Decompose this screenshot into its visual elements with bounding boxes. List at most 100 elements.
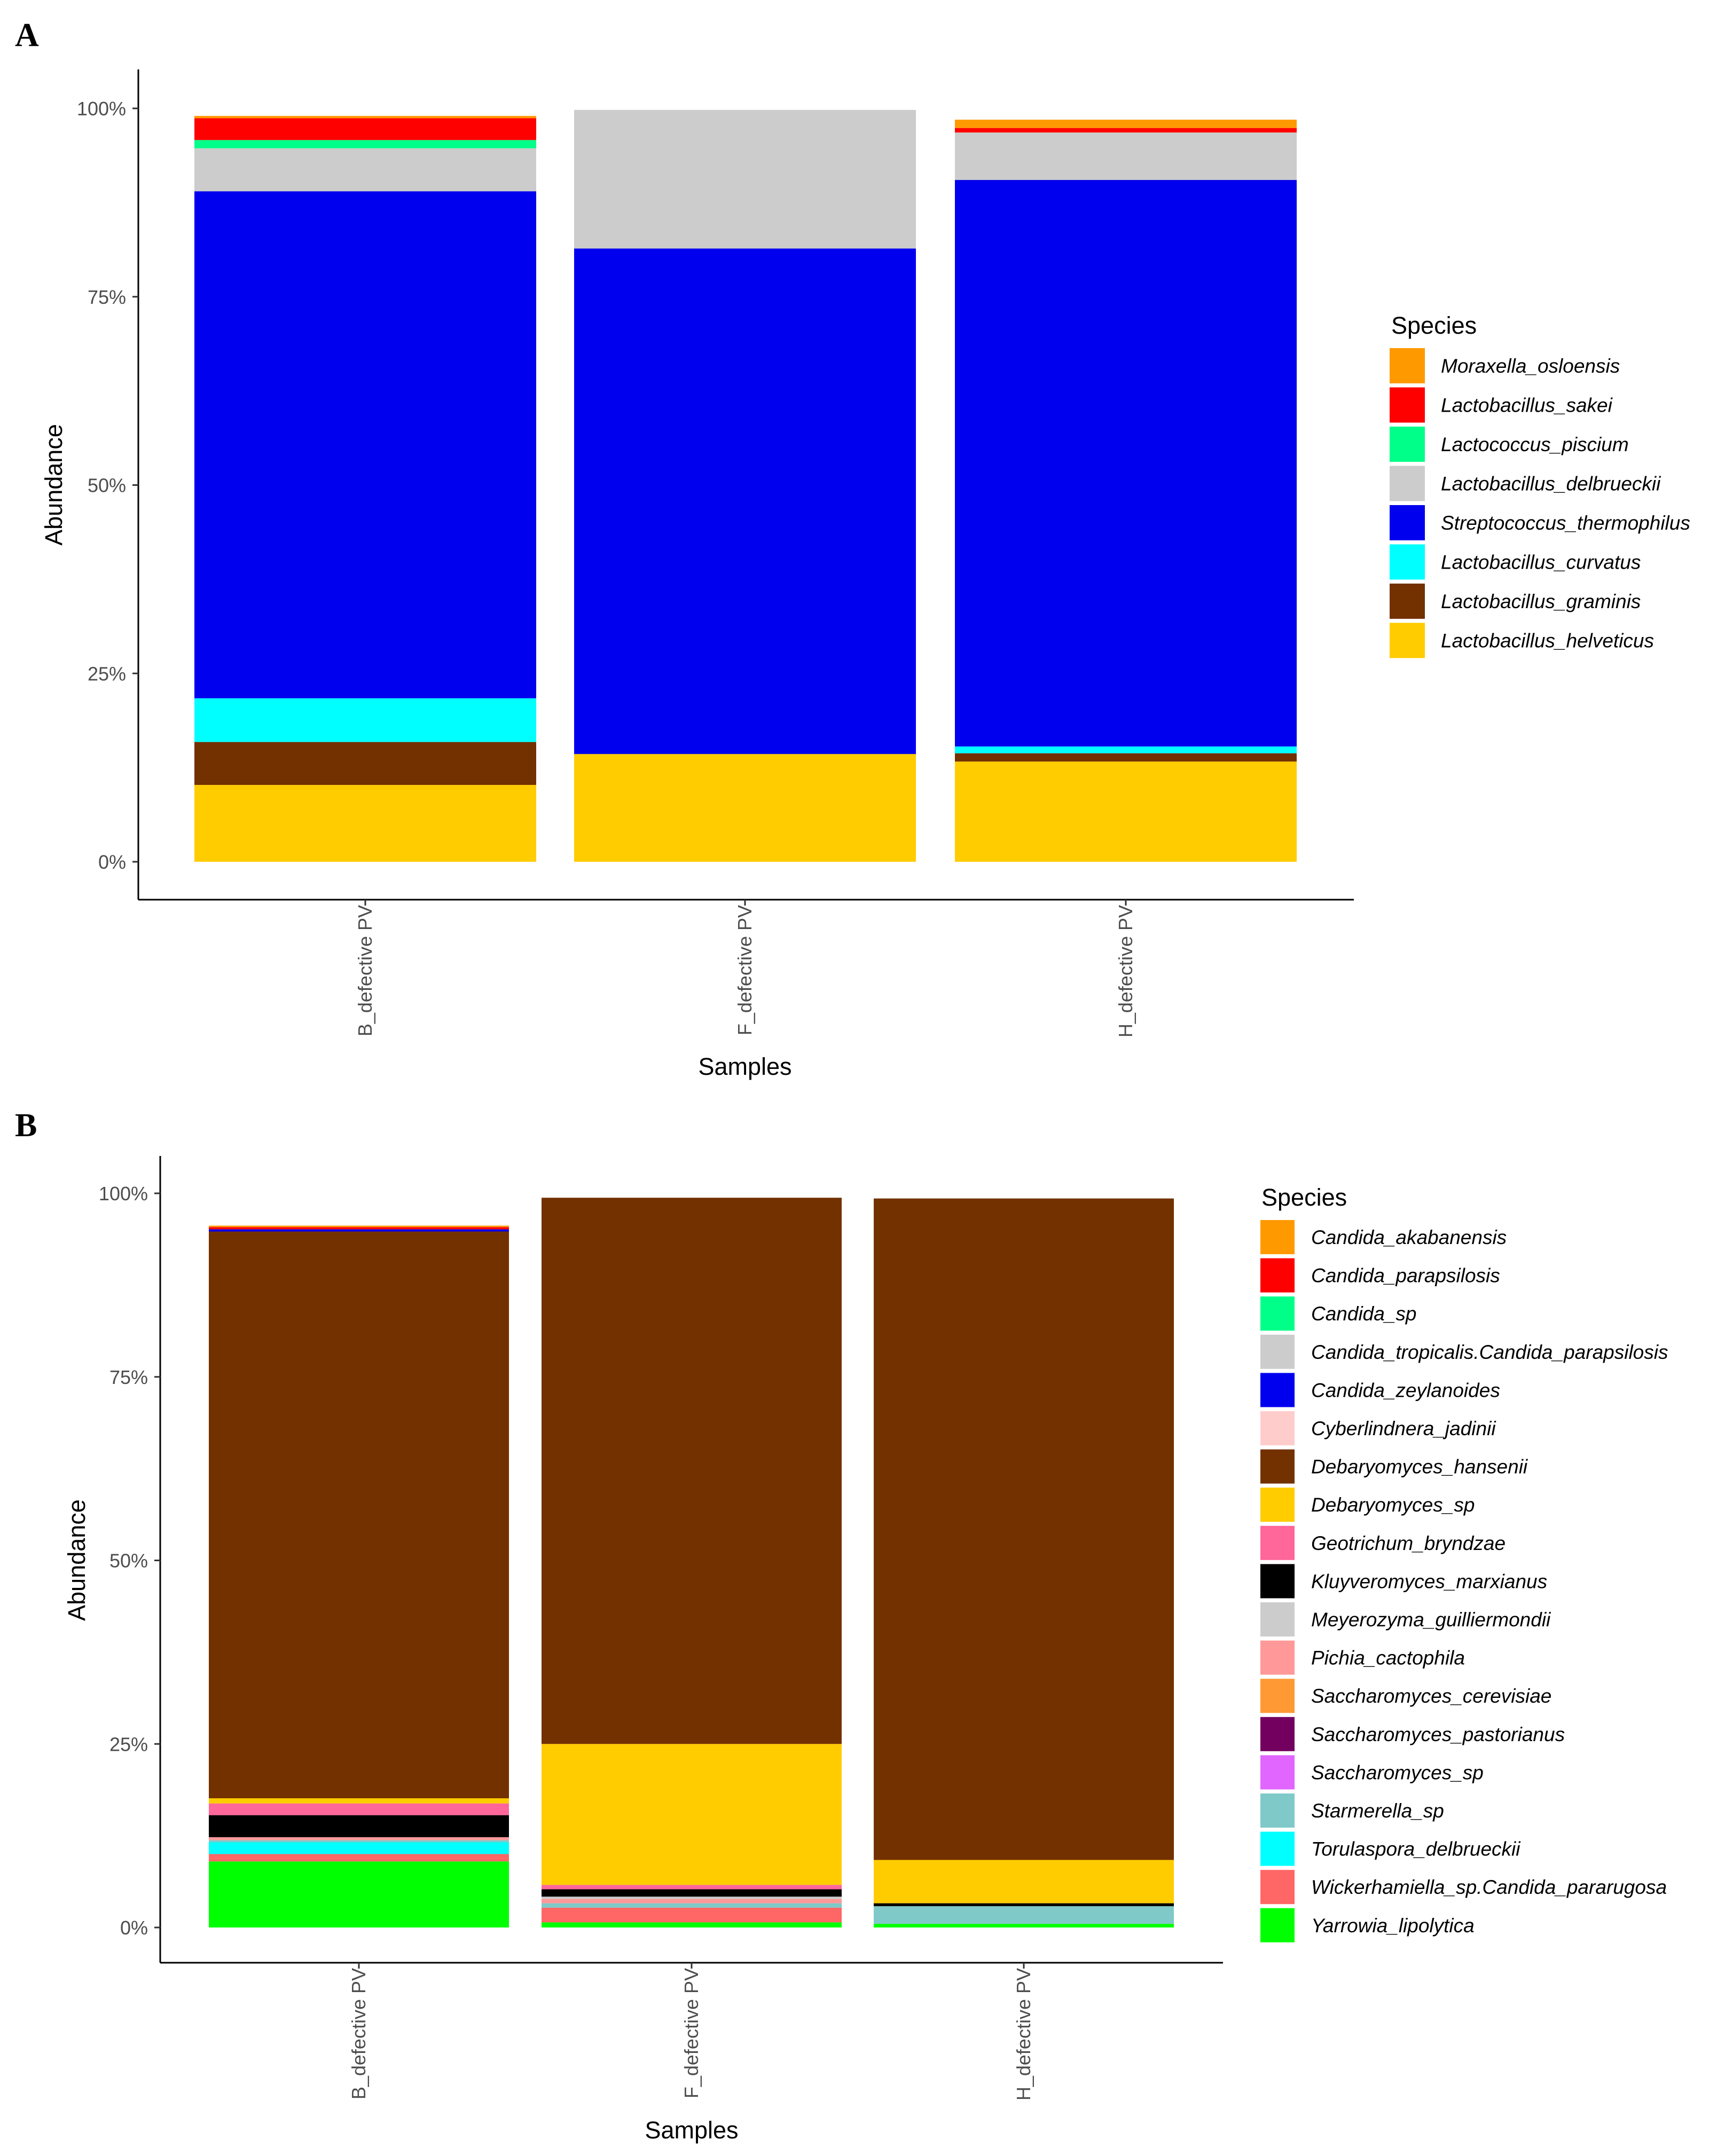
pb-legend-key-candida-zeylanoides	[1260, 1373, 1295, 1407]
pa-bar-b-defective-pv-lactobacillus-delbrueckii	[194, 148, 536, 192]
pb-legend-key-candida-tropicalis-candida-parapsilosis	[1260, 1334, 1295, 1369]
pb-legend-key-debaryomyces-hansenii	[1260, 1449, 1295, 1484]
pb-bar-h-defective-pv-kluyveromyces-marxianus	[874, 1903, 1174, 1907]
pb-bar-f-defective-pv-yarrowia-lipolytica	[542, 1922, 842, 1927]
pb-legend-key-debaryomyces-sp	[1260, 1488, 1295, 1522]
pb-legend-key-wickerhamiella-sp-candida-pararugosa	[1260, 1870, 1295, 1905]
pa-bar-b-defective-pv-lactobacillus-sakei	[194, 118, 536, 140]
pa-bar-h-defective-pv-streptococcus-thermophilus	[955, 180, 1297, 747]
pa-legend: Species Moraxella_osloensis Lactobacillus_…	[1390, 312, 1690, 658]
pb-x-tick-label: F_defective PV	[680, 1968, 702, 2098]
pb-legend-label-candida-tropicalis-candida-parapsilosis: Candida_tropicalis.Candida_parapsilosis	[1311, 1341, 1668, 1363]
pb-legend-title: Species	[1261, 1184, 1347, 1211]
pb-bar-f-defective-pv-geotrichum-bryndzae	[542, 1885, 842, 1890]
pa-bar-b-defective-pv-streptococcus-thermophilus	[194, 191, 536, 698]
pb-legend-label-starmerella-sp: Starmerella_sp	[1311, 1800, 1444, 1822]
pb-bar-b-defective-pv-candida-parapsilosis	[209, 1227, 509, 1230]
pb-legend-key-saccharomyces-pastorianus	[1260, 1717, 1295, 1751]
pb-legend-label-saccharomyces-cerevisiae: Saccharomyces_cerevisiae	[1311, 1685, 1551, 1707]
pa-bar-b-defective-pv-lactobacillus-graminis	[194, 742, 536, 785]
pb-legend-label-candida-zeylanoides: Candida_zeylanoides	[1311, 1379, 1500, 1401]
pb-bar-f-defective-pv-wickerhamiella-sp-candida-pararugosa	[542, 1907, 842, 1923]
pb-bar-b-defective-pv-debaryomyces-sp	[209, 1798, 509, 1804]
pb-bar-b-defective-pv-kluyveromyces-marxianus	[209, 1815, 509, 1837]
pa-legend-title: Species	[1391, 312, 1477, 339]
pb-bar-b-defective-pv-torulaspora-delbrueckii	[209, 1842, 509, 1854]
pb-legend-key-starmerella-sp	[1260, 1793, 1295, 1828]
pb-bar-b-defective-pv-candida-akabanensis	[209, 1225, 509, 1227]
pa-legend-label-streptococcus-thermophilus: Streptococcus_thermophilus	[1441, 512, 1690, 534]
pb-bar-f-defective-pv-debaryomyces-sp	[542, 1744, 842, 1885]
pb-bar-f-defective-pv-starmerella-sp	[542, 1903, 842, 1908]
pa-bar-h-defective-pv-lactobacillus-helveticus	[955, 761, 1297, 862]
pa-y-tick-label: 0%	[98, 851, 126, 873]
pa-legend-label-lactobacillus-graminis: Lactobacillus_graminis	[1441, 591, 1641, 612]
pb-legend-key-candida-parapsilosis	[1260, 1258, 1295, 1293]
pa-bar-b-defective-pv-lactobacillus-helveticus	[194, 785, 536, 862]
pa-y-tick-label: 25%	[88, 663, 126, 684]
pb-legend-label-candida-parapsilosis: Candida_parapsilosis	[1311, 1265, 1500, 1287]
pb-legend-key-saccharomyces-sp	[1260, 1755, 1295, 1790]
pb-legend-label-kluyveromyces-marxianus: Kluyveromyces_marxianus	[1311, 1570, 1547, 1592]
pb-bar-b-defective-pv-pichia-cactophila	[209, 1837, 509, 1840]
pb-legend: Species Candida_akabanensis Candida_paraps…	[1260, 1184, 1668, 1942]
pa-legend-label-lactococcus-piscium: Lactococcus_piscium	[1441, 434, 1629, 455]
pb-bar-f-defective-pv-pichia-cactophila	[542, 1899, 842, 1903]
pa-bar-b-defective-pv-lactococcus-piscium	[194, 140, 536, 148]
pa-legend-key-moraxella-osloensis	[1390, 348, 1425, 383]
pb-legend-key-kluyveromyces-marxianus	[1260, 1564, 1295, 1599]
pb-legend-label-saccharomyces-sp: Saccharomyces_sp	[1311, 1761, 1484, 1783]
pa-legend-label-lactobacillus-helveticus: Lactobacillus_helveticus	[1441, 630, 1654, 652]
pa-legend-key-lactococcus-piscium	[1390, 427, 1425, 462]
pa-bar-h-defective-pv-lactobacillus-delbrueckii	[955, 132, 1297, 180]
panel-b: 0% 25% 50% 75% 100% B_defective PV F_defective…	[63, 1156, 1668, 2144]
pa-bar-f-defective-pv-lactobacillus-helveticus	[574, 754, 916, 862]
pb-legend-key-meyerozyma-guilliermondii	[1260, 1602, 1295, 1636]
pb-legend-label-candida-akabanensis: Candida_akabanensis	[1311, 1226, 1507, 1248]
pa-bar-b-defective-pv-moraxella-osloensis	[194, 116, 536, 119]
pb-legend-key-candida-akabanensis	[1260, 1220, 1295, 1254]
pb-legend-label-candida-sp: Candida_sp	[1311, 1303, 1416, 1325]
pa-x-tick-label: B_defective PV	[354, 905, 376, 1036]
pb-legend-key-pichia-cactophila	[1260, 1640, 1295, 1675]
pb-bar-b-defective-pv-candida-zeylanoides	[209, 1229, 509, 1232]
pa-bar-b-defective-pv-lactobacillus-curvatus	[194, 698, 536, 742]
pb-legend-label-pichia-cactophila: Pichia_cactophila	[1311, 1647, 1465, 1669]
pa-bar-f-defective-pv-streptococcus-thermophilus	[574, 248, 916, 754]
panel-label-a: A	[15, 17, 39, 53]
pa-legend-key-lactobacillus-delbrueckii	[1390, 466, 1425, 501]
pb-bar-b-defective-pv-starmerella-sp	[209, 1840, 509, 1843]
pb-legend-label-debaryomyces-sp: Debaryomyces_sp	[1311, 1494, 1475, 1516]
pb-bar-h-defective-pv-yarrowia-lipolytica	[874, 1924, 1174, 1927]
pa-x-axis-title: Samples	[698, 1053, 791, 1080]
pb-legend-key-geotrichum-bryndzae	[1260, 1525, 1295, 1560]
pb-bar-f-defective-pv-debaryomyces-hansenii	[542, 1198, 842, 1744]
pb-y-tick-label: 0%	[120, 1917, 148, 1939]
pa-legend-key-lactobacillus-curvatus	[1390, 544, 1425, 580]
pa-legend-label-lactobacillus-curvatus: Lactobacillus_curvatus	[1441, 552, 1641, 573]
pa-y-tick-label: 100%	[77, 98, 126, 120]
pa-y-tick-label: 75%	[88, 286, 126, 308]
pb-y-tick-label: 100%	[99, 1183, 148, 1205]
pb-legend-label-torulaspora-delbrueckii: Torulaspora_delbrueckii	[1311, 1838, 1521, 1860]
pa-legend-key-lactobacillus-helveticus	[1390, 623, 1425, 658]
pa-bar-h-defective-pv-lactobacillus-graminis	[955, 753, 1297, 762]
pa-x-tick-label: H_defective PV	[1115, 905, 1136, 1037]
pb-y-tick-label: 50%	[109, 1550, 148, 1572]
pb-bar-b-defective-pv-debaryomyces-hansenii	[209, 1231, 509, 1798]
pa-y-tick-label: 50%	[88, 475, 126, 497]
pb-legend-label-yarrowia-lipolytica: Yarrowia_lipolytica	[1311, 1915, 1475, 1937]
pb-bar-b-defective-pv-wickerhamiella-sp-candida-pararugosa	[209, 1854, 509, 1862]
pb-legend-label-cyberlindnera-jadinii: Cyberlindnera_jadinii	[1311, 1418, 1496, 1439]
pb-legend-label-meyerozyma-guilliermondii: Meyerozyma_guilliermondii	[1311, 1609, 1551, 1631]
panel-label-b: B	[15, 1107, 37, 1144]
pa-bar-h-defective-pv-lactobacillus-sakei	[955, 128, 1297, 133]
pb-bar-h-defective-pv-debaryomyces-hansenii	[874, 1198, 1174, 1860]
pb-bar-b-defective-pv-yarrowia-lipolytica	[209, 1861, 509, 1927]
panel-a: 0% 25% 50% 75% 100% B_defective PV F_defective…	[40, 69, 1690, 1080]
pa-bar-h-defective-pv-lactobacillus-curvatus	[955, 746, 1297, 753]
pb-legend-label-wickerhamiella-sp-candida-pararugosa: Wickerhamiella_sp.Candida_pararugosa	[1311, 1876, 1667, 1898]
pb-bar-f-defective-pv-meyerozyma-guilliermondii	[542, 1897, 842, 1899]
pb-y-tick-label: 25%	[109, 1733, 148, 1755]
pa-legend-label-lactobacillus-delbrueckii: Lactobacillus_delbrueckii	[1441, 473, 1661, 495]
